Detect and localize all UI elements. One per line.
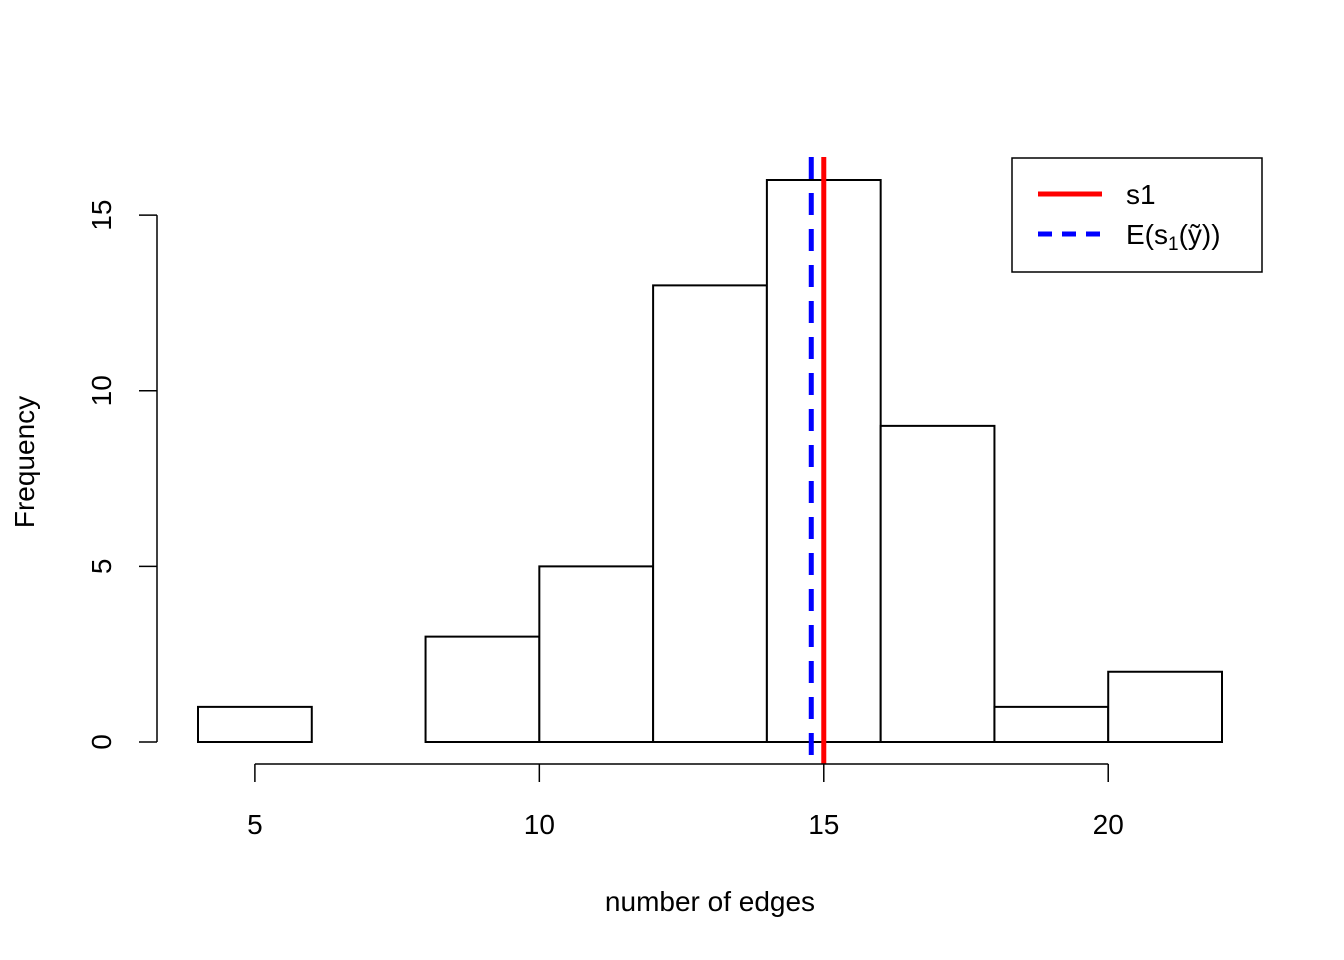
reference-lines xyxy=(808,157,827,764)
x-tick-label: 20 xyxy=(1093,809,1124,840)
histogram-bar xyxy=(993,705,1110,743)
x-axis-title: number of edges xyxy=(605,886,815,917)
histogram-bar xyxy=(538,565,655,743)
y-axis: 0 5 10 15 xyxy=(86,200,158,750)
legend: s1 E(s1(ỹ)) xyxy=(1011,157,1263,273)
x-tick-label: 10 xyxy=(524,809,555,840)
legend-label-s1: s1 xyxy=(1126,179,1156,210)
legend-box xyxy=(1011,157,1263,273)
histogram-bar xyxy=(1107,670,1223,743)
x-tick-label: 5 xyxy=(247,809,263,840)
histogram-bar xyxy=(197,705,313,743)
x-axis: 5 10 15 20 xyxy=(247,763,1124,840)
x-tick-label: 15 xyxy=(808,809,839,840)
legend-label-expectation: E(s1(ỹ)) xyxy=(1126,219,1221,255)
histogram-bar xyxy=(424,635,541,743)
histogram-bars xyxy=(197,179,1223,743)
y-tick-label: 5 xyxy=(86,559,117,575)
histogram-bar xyxy=(879,424,996,743)
y-axis-title: Frequency xyxy=(9,396,40,528)
histogram-bar xyxy=(652,284,768,743)
y-tick-label: 15 xyxy=(86,200,117,231)
y-tick-label: 10 xyxy=(86,375,117,406)
y-tick-label: 0 xyxy=(86,734,117,750)
